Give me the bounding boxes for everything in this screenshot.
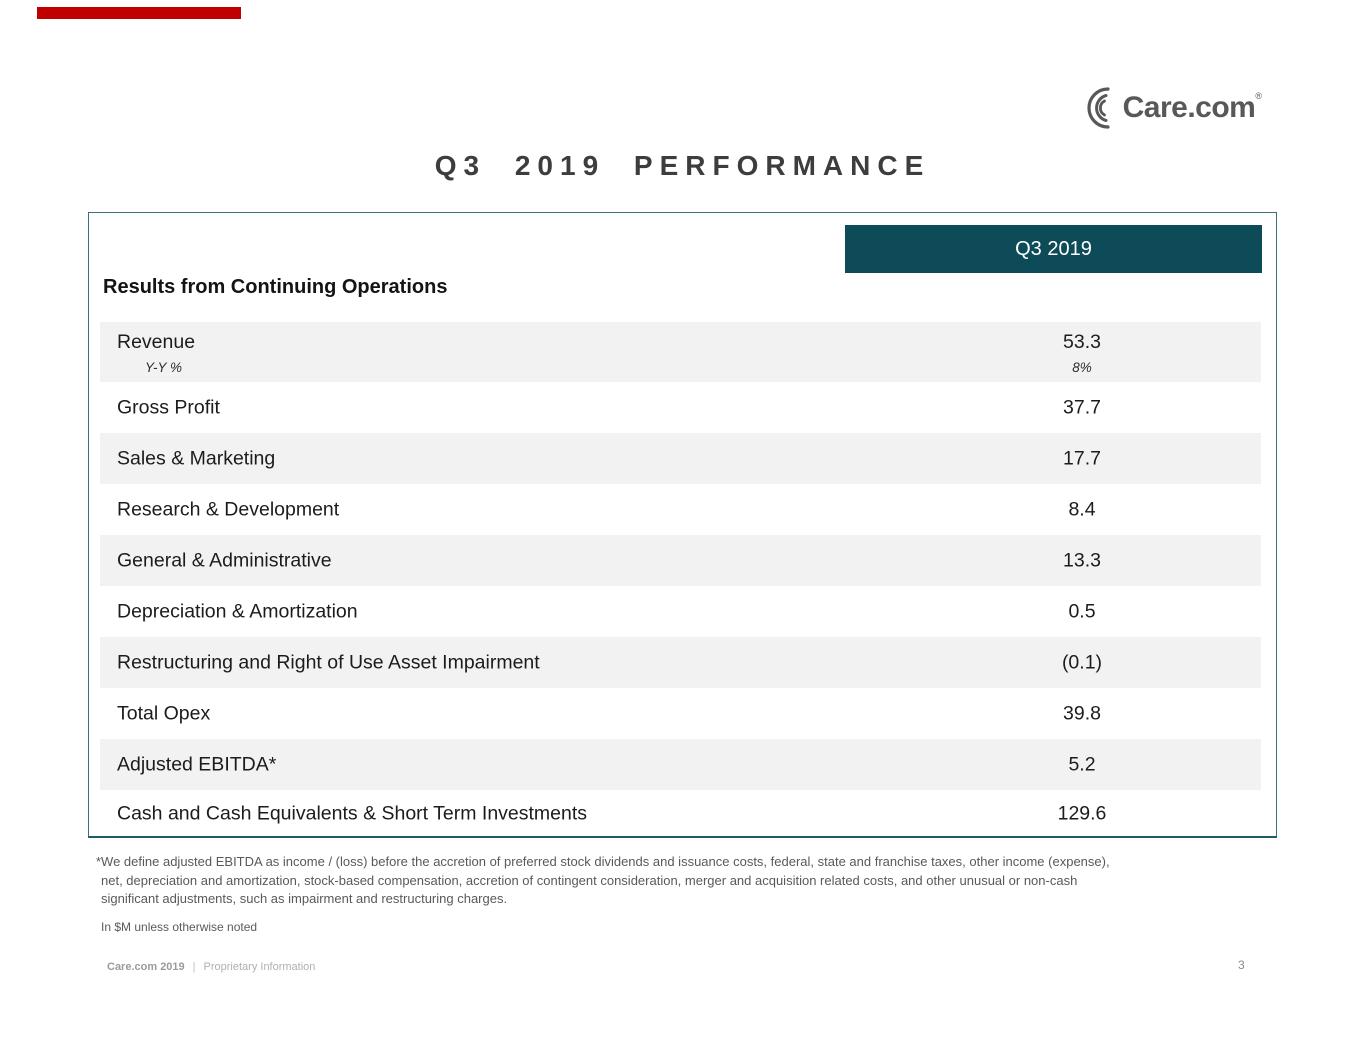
row-sub-value: 8% — [1072, 360, 1092, 375]
column-header-q3-2019: Q3 2019 — [845, 225, 1262, 273]
row-value: 13.3 — [1063, 549, 1101, 571]
row-label: Cash and Cash Equivalents & Short Term I… — [117, 802, 588, 824]
page-number: 3 — [1238, 958, 1245, 972]
table-row-sales-marketing: Sales & Marketing 17.7 — [100, 433, 1261, 484]
table-row-research-development: Research & Development 8.4 — [100, 484, 1261, 535]
row-label: Restructuring and Right of Use Asset Imp… — [117, 651, 540, 673]
results-table-frame — [88, 212, 1277, 838]
table-row-restructuring-impairment: Restructuring and Right of Use Asset Imp… — [100, 637, 1261, 688]
table-row-revenue: Revenue 53.3 Y-Y % 8% — [100, 322, 1261, 382]
row-label: Depreciation & Amortization — [117, 600, 358, 622]
row-label: Research & Development — [117, 498, 340, 520]
row-value: 129.6 — [1057, 802, 1107, 824]
table-row-depreciation-amortization: Depreciation & Amortization 0.5 — [100, 586, 1261, 637]
row-value: (0.1) — [1061, 651, 1103, 673]
carecom-logo: Care.com ® — [1077, 86, 1262, 130]
row-value: 5.2 — [1068, 753, 1096, 775]
logo-text: Care.com — [1122, 91, 1256, 124]
ebitda-footnote: *We define adjusted EBITDA as income / (… — [96, 853, 1226, 909]
row-label: General & Administrative — [117, 549, 332, 571]
logo-registered-mark: ® — [1255, 91, 1262, 101]
footer-company: Care.com 2019 — [107, 961, 185, 973]
logo-arcs-icon — [1077, 86, 1123, 130]
row-value: 0.5 — [1068, 600, 1096, 622]
row-value: 17.7 — [1063, 447, 1101, 469]
row-label: Gross Profit — [117, 396, 220, 418]
row-label: Revenue — [117, 331, 196, 353]
row-label: Total Opex — [117, 702, 211, 724]
footer-separator: | — [192, 961, 196, 973]
row-label: Adjusted EBITDA* — [117, 753, 277, 775]
table-row-cash-equivalents: Cash and Cash Equivalents & Short Term I… — [100, 790, 1261, 837]
table-row-adjusted-ebitda: Adjusted EBITDA* 5.2 — [100, 739, 1261, 790]
table-row-general-administrative: General & Administrative 13.3 — [100, 535, 1261, 586]
row-value: 39.8 — [1063, 702, 1101, 724]
table-row-total-opex: Total Opex 39.8 — [100, 688, 1261, 739]
slide-footer: Care.com 2019 | Proprietary Information — [107, 961, 315, 973]
row-value: 53.3 — [1063, 331, 1101, 353]
footnote-line: *We define adjusted EBITDA as income / (… — [96, 854, 1110, 869]
page-title: Q3 2019 PERFORMANCE — [434, 150, 931, 181]
section-header: Results from Continuing Operations — [103, 276, 448, 298]
accent-bar — [37, 7, 241, 19]
row-sub-label: Y-Y % — [145, 360, 183, 375]
footer-label: Proprietary Information — [203, 961, 316, 973]
units-note: In $M unless otherwise noted — [101, 920, 258, 934]
row-value: 37.7 — [1063, 396, 1101, 418]
table-row-gross-profit: Gross Profit 37.7 — [100, 382, 1261, 433]
row-label: Sales & Marketing — [117, 447, 276, 469]
footnote-line: significant adjustments, such as impairm… — [101, 891, 508, 906]
row-value: 8.4 — [1068, 498, 1096, 520]
footnote-line: net, depreciation and amortization, stoc… — [101, 872, 1078, 888]
